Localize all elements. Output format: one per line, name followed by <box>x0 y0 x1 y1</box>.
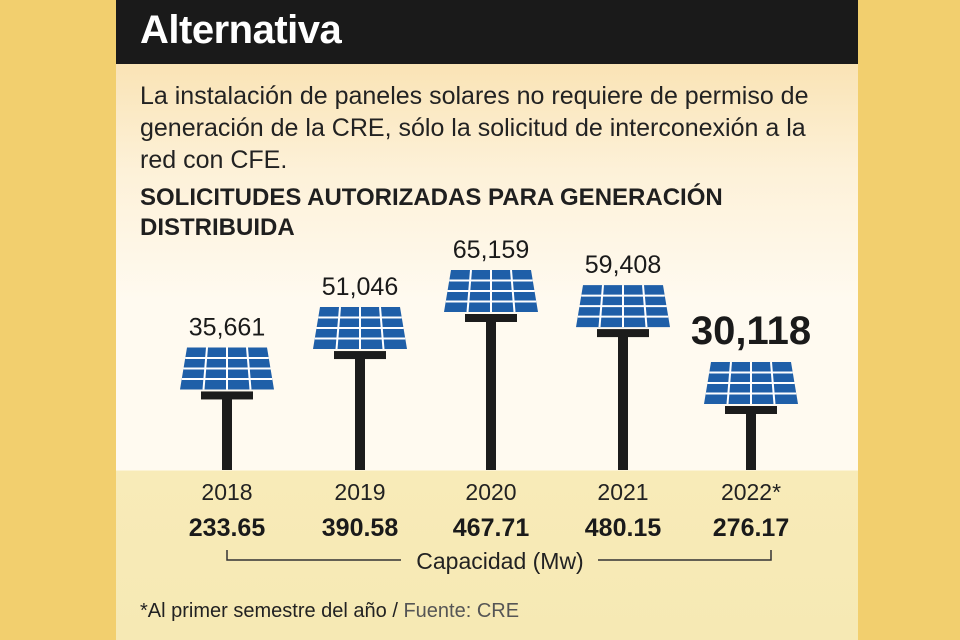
value-label: 30,118 <box>691 309 811 353</box>
panel-mount <box>201 391 253 400</box>
capacity-label: 480.15 <box>585 514 662 542</box>
capacity-bracket-right <box>598 550 772 561</box>
panel-col-line <box>466 269 472 313</box>
panel-pole <box>618 333 628 470</box>
panel-col-line <box>510 269 516 313</box>
chart-title-line-2: DISTRIBUIDA <box>140 214 295 241</box>
panel-pole <box>355 355 365 470</box>
year-label: 2020 <box>465 479 516 505</box>
year-label: 2018 <box>201 479 252 505</box>
capacity-label: 390.58 <box>322 514 399 542</box>
panel-col-line <box>770 361 776 405</box>
header-bar: Alternativa <box>116 0 858 64</box>
panel-col-line <box>202 347 208 390</box>
value-label: 51,046 <box>322 273 398 301</box>
chart-title-line-1: SOLICITUDES AUTORIZADAS PARA GENERACIÓN <box>140 184 723 211</box>
panel-col-line <box>598 285 604 328</box>
header-title: Alternativa <box>140 8 342 52</box>
panel-col-line <box>246 347 252 390</box>
panel-pole <box>746 410 756 470</box>
footnote-note: *Al primer semestre del año / <box>140 600 404 622</box>
capacity-label: 276.17 <box>713 514 789 542</box>
year-label: 2022* <box>721 479 781 505</box>
footnote-source: Fuente: CRE <box>403 600 520 622</box>
panel-col-line <box>726 361 732 405</box>
panel-col-line <box>642 285 648 328</box>
panel-col-line <box>379 306 385 350</box>
panel-pole <box>222 395 232 470</box>
footnote: *Al primer semestre del año / Fuente: CR… <box>140 600 519 623</box>
capacity-axis-label: Capacidad (Mw) <box>416 548 583 574</box>
capacity-bracket-left <box>226 550 401 561</box>
value-label: 65,159 <box>453 236 529 264</box>
infographic-card: Alternativa La instalación de paneles so… <box>116 0 858 640</box>
value-label: 59,408 <box>585 251 661 279</box>
year-label: 2019 <box>334 479 385 505</box>
panel-mount <box>465 314 517 322</box>
chart-title: SOLICITUDES AUTORIZADAS PARA GENERACIÓN … <box>140 183 780 243</box>
intro-text: La instalación de paneles solares no req… <box>140 82 809 174</box>
year-label: 2021 <box>597 479 648 505</box>
panel-mount <box>725 406 777 414</box>
panel-mount <box>597 329 649 338</box>
panel-mount <box>334 351 386 360</box>
panel-col-line <box>335 306 341 350</box>
panel-pole <box>486 318 496 470</box>
solar-panel-chart: 35,661 2018 233.65 51,046 2019 390.58 65,159 20… <box>180 236 811 574</box>
value-label: 35,661 <box>189 313 265 341</box>
capacity-label: 233.65 <box>189 514 266 542</box>
capacity-label: 467.71 <box>453 514 530 542</box>
